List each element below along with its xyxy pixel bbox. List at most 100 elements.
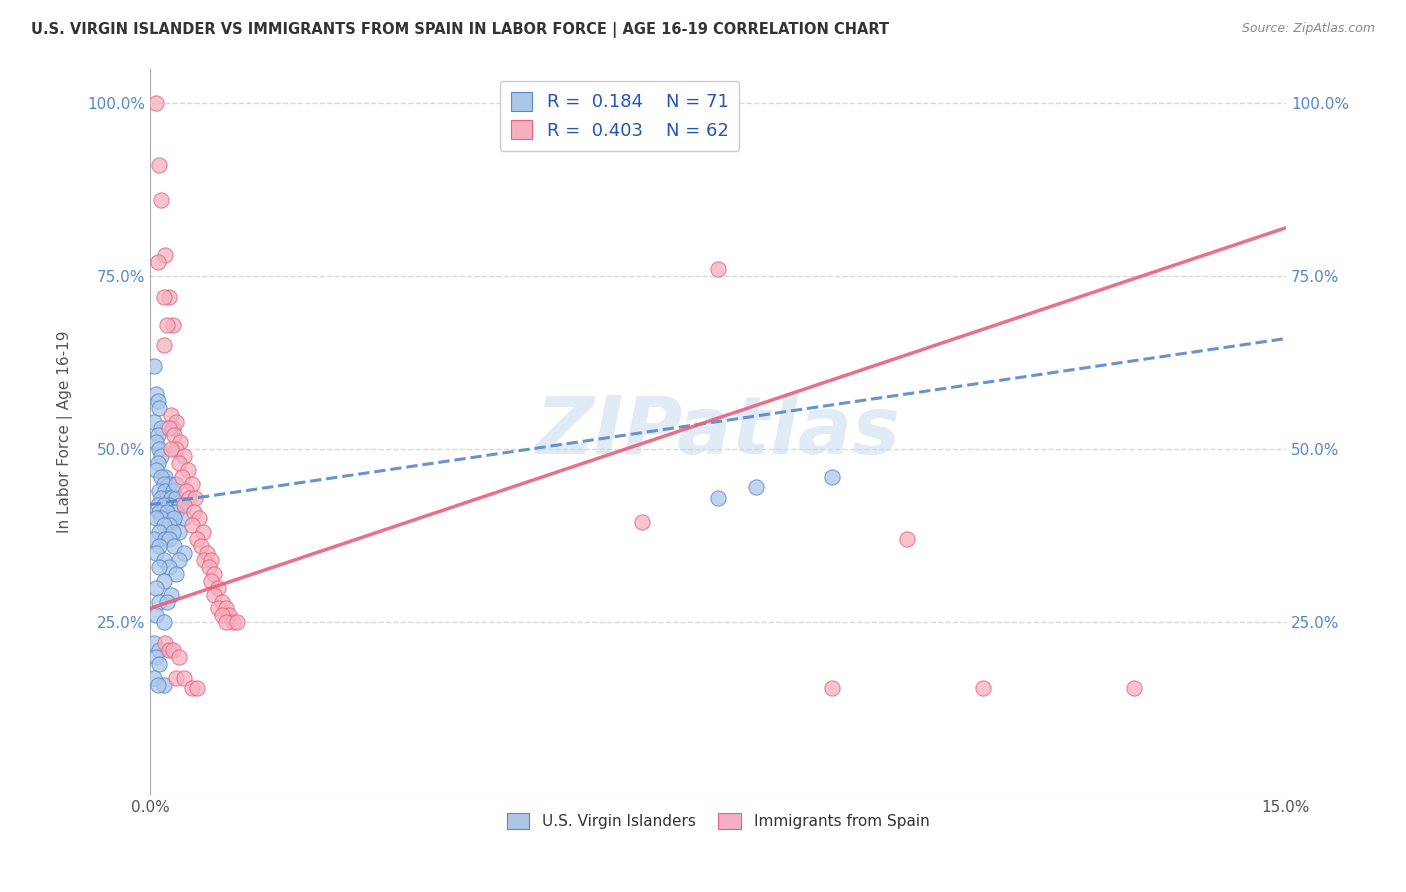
Point — [200, 553, 222, 567]
Point — [148, 158, 170, 172]
Point — [745, 480, 768, 494]
Point — [165, 505, 187, 519]
Point — [207, 601, 229, 615]
Point — [165, 476, 187, 491]
Point — [174, 483, 197, 498]
Point — [153, 533, 176, 547]
Point — [173, 511, 195, 525]
Point — [160, 588, 183, 602]
Point — [211, 608, 233, 623]
Point — [162, 643, 184, 657]
Point — [153, 248, 176, 262]
Point — [173, 671, 195, 685]
Point — [222, 615, 245, 630]
Point — [211, 594, 233, 608]
Point — [152, 338, 174, 352]
Point — [155, 491, 177, 505]
Point — [146, 393, 169, 408]
Point — [162, 483, 184, 498]
Point — [820, 681, 842, 695]
Point — [145, 581, 167, 595]
Point — [173, 449, 195, 463]
Text: U.S. VIRGIN ISLANDER VS IMMIGRANTS FROM SPAIN IN LABOR FORCE | AGE 16-19 CORRELA: U.S. VIRGIN ISLANDER VS IMMIGRANTS FROM … — [31, 22, 889, 38]
Point — [200, 574, 222, 588]
Point — [167, 525, 190, 540]
Point — [150, 470, 173, 484]
Point — [226, 615, 249, 630]
Point — [148, 442, 170, 457]
Point — [157, 560, 180, 574]
Point — [155, 318, 177, 332]
Point — [150, 193, 173, 207]
Point — [148, 539, 170, 553]
Point — [157, 421, 180, 435]
Point — [207, 581, 229, 595]
Point — [157, 643, 180, 657]
Point — [150, 511, 173, 525]
Point — [150, 491, 173, 505]
Point — [167, 456, 190, 470]
Point — [202, 566, 225, 581]
Point — [163, 511, 186, 525]
Point — [972, 681, 994, 695]
Point — [142, 359, 165, 374]
Point — [152, 518, 174, 533]
Text: ZIPatlas: ZIPatlas — [536, 393, 900, 471]
Point — [184, 491, 207, 505]
Point — [165, 415, 187, 429]
Point — [152, 290, 174, 304]
Point — [169, 498, 191, 512]
Point — [215, 601, 238, 615]
Point — [183, 505, 205, 519]
Point — [145, 435, 167, 450]
Point — [163, 539, 186, 553]
Point — [173, 498, 195, 512]
Point — [190, 539, 212, 553]
Point — [1123, 681, 1146, 695]
Point — [152, 615, 174, 630]
Y-axis label: In Labor Force | Age 16-19: In Labor Force | Age 16-19 — [58, 331, 73, 533]
Point — [148, 643, 170, 657]
Text: Source: ZipAtlas.com: Source: ZipAtlas.com — [1241, 22, 1375, 36]
Point — [157, 533, 180, 547]
Point — [218, 608, 240, 623]
Point — [148, 505, 170, 519]
Point — [146, 678, 169, 692]
Point — [195, 546, 218, 560]
Point — [155, 594, 177, 608]
Point — [150, 449, 173, 463]
Point — [707, 262, 730, 277]
Point — [142, 533, 165, 547]
Point — [180, 476, 202, 491]
Point — [170, 470, 193, 484]
Point — [142, 415, 165, 429]
Point — [162, 505, 184, 519]
Point — [155, 505, 177, 519]
Point — [169, 435, 191, 450]
Point — [148, 560, 170, 574]
Point — [146, 428, 169, 442]
Point — [148, 401, 170, 415]
Point — [896, 533, 918, 547]
Point — [173, 546, 195, 560]
Point — [165, 671, 187, 685]
Point — [146, 456, 169, 470]
Point — [167, 649, 190, 664]
Point — [215, 615, 238, 630]
Point — [165, 491, 187, 505]
Point — [157, 518, 180, 533]
Point — [202, 588, 225, 602]
Point — [145, 463, 167, 477]
Point — [146, 255, 169, 269]
Point — [152, 678, 174, 692]
Point — [157, 476, 180, 491]
Point — [165, 566, 187, 581]
Point — [145, 511, 167, 525]
Point — [153, 470, 176, 484]
Point — [145, 608, 167, 623]
Point — [820, 470, 842, 484]
Point — [152, 574, 174, 588]
Point — [150, 421, 173, 435]
Point — [157, 290, 180, 304]
Point — [186, 533, 208, 547]
